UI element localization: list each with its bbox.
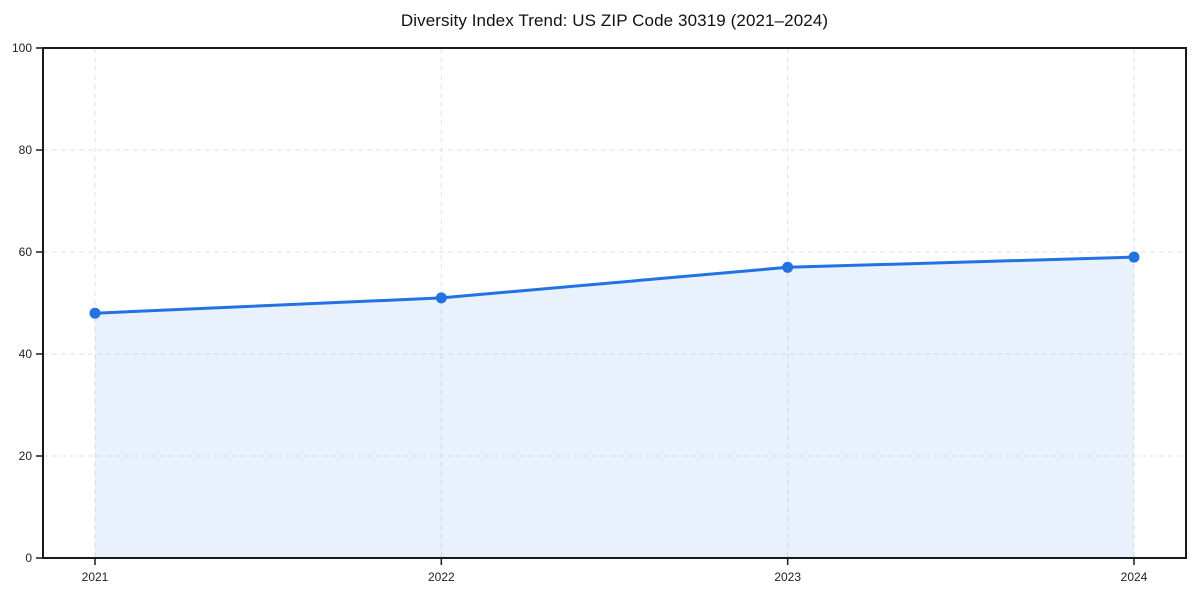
data-point-marker (1128, 251, 1140, 263)
data-point-marker (435, 292, 447, 304)
chart-title: Diversity Index Trend: US ZIP Code 30319… (400, 11, 829, 30)
y-tick-label: 100 (12, 41, 32, 55)
trend-line (93, 255, 1136, 315)
x-tick-label: 2021 (82, 570, 109, 584)
y-tick-label: 20 (19, 449, 33, 463)
y-tick-label: 80 (19, 143, 33, 157)
plot-border (42, 47, 1187, 559)
y-tick-label: 60 (19, 245, 33, 259)
y-tick-label: 0 (25, 551, 32, 565)
data-point-marker (782, 261, 794, 273)
area-fill (95, 257, 1134, 558)
x-tick-label: 2023 (774, 570, 801, 584)
x-tick-label: 2022 (428, 570, 455, 584)
x-tick-label: 2024 (1121, 570, 1148, 584)
y-tick-label: 40 (19, 347, 33, 361)
data-point-marker (89, 307, 101, 319)
